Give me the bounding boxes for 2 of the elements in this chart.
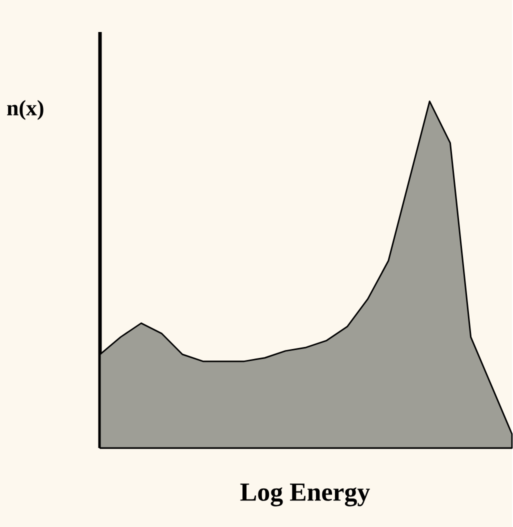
- y-axis-title: n(x): [7, 100, 44, 120]
- x-axis-title: Log Energy: [240, 484, 370, 506]
